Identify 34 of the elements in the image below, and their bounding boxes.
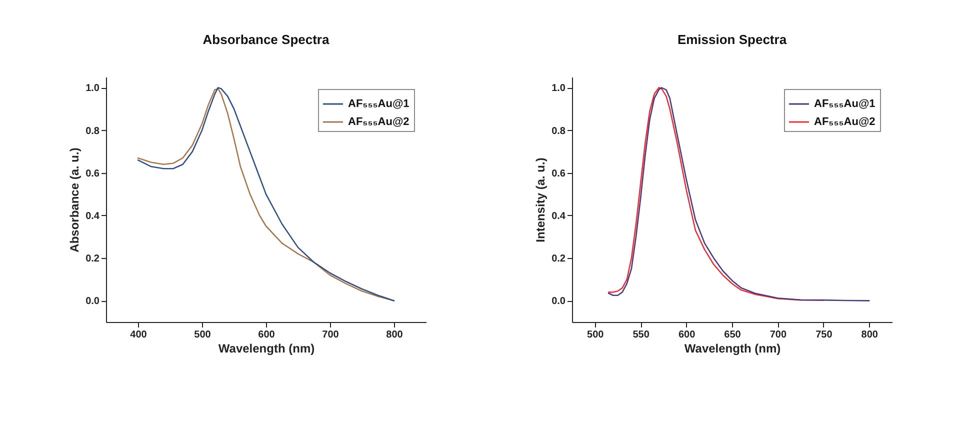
x-tick-label: 550 [632, 330, 650, 340]
legend-label: AF₅₅₅Au@1 [814, 98, 876, 110]
y-tick-label: 0.2 [552, 254, 566, 265]
x-tick-label: 800 [386, 330, 404, 340]
chart-title: Emission Spectra [677, 32, 788, 47]
y-tick-label: 1.0 [86, 83, 100, 94]
x-axis-title: Wavelength (nm) [218, 342, 315, 356]
x-tick-label: 500 [587, 330, 604, 340]
y-axis-title: Intensity (a. u.) [534, 158, 548, 242]
x-tick-label: 700 [322, 330, 340, 340]
y-tick-label: 0.4 [86, 210, 100, 222]
x-tick-label: 650 [724, 330, 742, 340]
y-tick-label: 0.0 [552, 296, 566, 308]
y-axis-title: Absorbance (a. u.) [68, 148, 82, 252]
x-tick-label: 800 [861, 330, 878, 340]
chart-title: Absorbance Spectra [202, 32, 330, 47]
y-tick-label: 0.2 [86, 254, 100, 265]
legend-label: AF₅₅₅Au@2 [348, 116, 410, 128]
x-tick-label: 600 [258, 330, 276, 340]
legend-label: AF₅₅₅Au@1 [348, 98, 410, 110]
x-tick-label: 600 [678, 330, 696, 340]
y-tick-label: 0.8 [552, 126, 566, 137]
x-tick-label: 700 [770, 330, 787, 340]
x-axis-title: Wavelength (nm) [684, 342, 781, 356]
x-tick-label: 500 [194, 330, 212, 340]
y-tick-label: 0.6 [86, 168, 100, 180]
y-tick-label: 1.0 [552, 83, 566, 94]
y-tick-label: 0.8 [86, 126, 100, 137]
legend-label: AF₅₅₅Au@2 [814, 116, 876, 128]
y-tick-label: 0.4 [552, 210, 566, 222]
x-tick-label: 400 [130, 330, 148, 340]
x-tick-label: 750 [816, 330, 833, 340]
y-tick-label: 0.6 [552, 168, 566, 180]
y-tick-label: 0.0 [86, 296, 100, 308]
